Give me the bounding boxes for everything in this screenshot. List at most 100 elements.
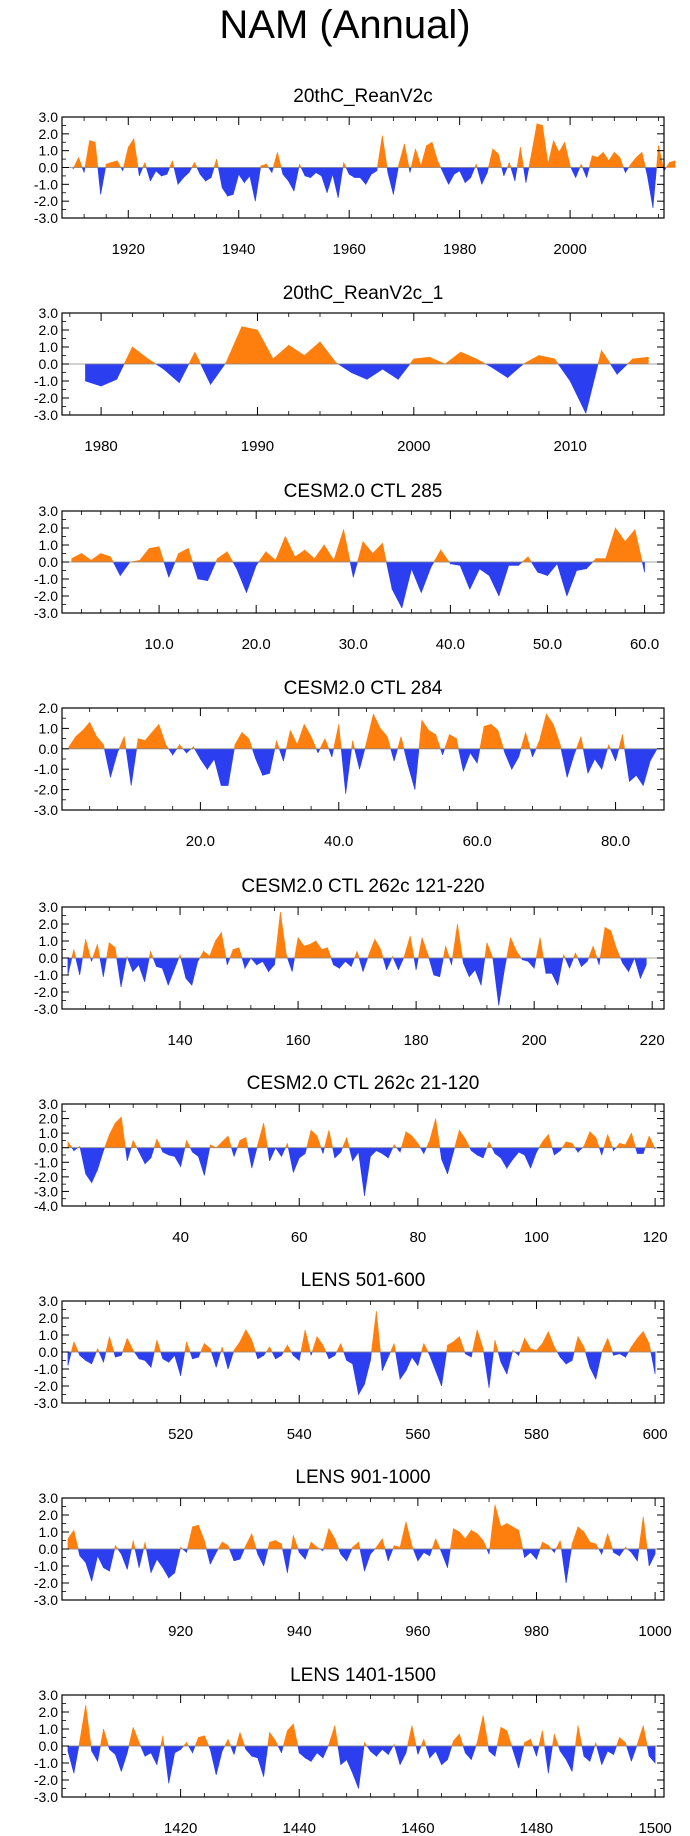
negative-area <box>251 1745 259 1759</box>
negative-area <box>274 1147 282 1158</box>
negative-area <box>127 957 134 972</box>
negative-area <box>331 748 334 758</box>
negative-area <box>251 1147 258 1169</box>
negative-area <box>138 1548 144 1568</box>
negative-area <box>470 1351 473 1358</box>
positive-area <box>204 1735 210 1747</box>
positive-area <box>311 1336 318 1353</box>
negative-area <box>469 561 480 590</box>
positive-area <box>516 147 521 168</box>
positive-area <box>153 1138 158 1149</box>
positive-area <box>328 1527 336 1550</box>
negative-area <box>464 167 472 184</box>
negative-area <box>527 957 535 970</box>
negative-area <box>293 1147 300 1173</box>
negative-area <box>596 1745 603 1765</box>
positive-area <box>153 1340 158 1353</box>
negative-area <box>453 167 460 175</box>
negative-area <box>429 1548 433 1556</box>
positive-area <box>603 1134 608 1149</box>
negative-area <box>560 748 568 778</box>
negative-area <box>145 167 151 182</box>
positive-area <box>149 546 160 563</box>
positive-area <box>613 151 621 168</box>
positive-area <box>610 930 618 959</box>
positive-area <box>542 1331 549 1353</box>
negative-area <box>304 1745 312 1762</box>
x-tick-label: 120 <box>643 1229 668 1246</box>
negative-area <box>138 1351 146 1361</box>
positive-area <box>421 719 430 750</box>
positive-area <box>323 543 335 563</box>
negative-area <box>359 167 367 186</box>
positive-area <box>538 1140 543 1149</box>
negative-area <box>334 1351 338 1356</box>
positive-area <box>555 1540 561 1550</box>
negative-area <box>340 1745 347 1766</box>
negative-area <box>196 167 201 175</box>
y-tick-label: -1.0 <box>34 373 58 389</box>
x-tick-label: 600 <box>643 1426 668 1443</box>
negative-area <box>250 957 258 966</box>
negative-area <box>227 748 235 786</box>
negative-area <box>326 167 333 193</box>
negative-area <box>255 167 261 202</box>
positive-area <box>625 1133 632 1149</box>
positive-area <box>304 1329 311 1353</box>
negative-area <box>206 1548 211 1565</box>
positive-area <box>260 163 267 168</box>
positive-area <box>299 164 302 168</box>
positive-area <box>139 547 150 563</box>
negative-area <box>530 1147 537 1169</box>
positive-area <box>92 944 98 959</box>
negative-area <box>186 1548 188 1553</box>
negative-area <box>322 1147 325 1154</box>
negative-area <box>67 957 73 976</box>
negative-area <box>550 1548 555 1554</box>
negative-area <box>221 1745 226 1752</box>
positive-area <box>539 937 544 959</box>
negative-area <box>281 1351 284 1357</box>
positive-area <box>382 543 387 563</box>
positive-area <box>546 713 554 750</box>
positive-area <box>575 952 579 959</box>
positive-area <box>71 553 82 563</box>
positive-area <box>601 1338 608 1353</box>
negative-area <box>340 1147 343 1153</box>
negative-area <box>413 957 417 970</box>
negative-area <box>393 167 399 195</box>
negative-area <box>344 957 352 968</box>
negative-area <box>556 561 568 597</box>
x-tick-label: 1920 <box>112 241 145 258</box>
negative-area <box>167 957 175 986</box>
positive-area <box>179 954 182 959</box>
negative-area <box>582 748 589 774</box>
positive-area <box>70 1341 75 1353</box>
y-tick-label: 1.0 <box>39 1524 59 1540</box>
positive-area <box>531 123 538 168</box>
negative-area <box>110 748 118 778</box>
positive-area <box>425 1140 431 1149</box>
negative-area <box>223 1351 229 1370</box>
y-tick-label: 0.0 <box>39 1738 59 1754</box>
negative-area <box>620 957 623 964</box>
negative-area <box>435 1745 442 1765</box>
positive-area <box>444 351 462 365</box>
positive-area <box>626 358 634 365</box>
positive-area <box>577 1725 583 1747</box>
positive-area <box>518 1530 524 1550</box>
positive-area <box>407 1725 413 1747</box>
positive-area <box>536 123 543 168</box>
positive-area <box>632 356 649 365</box>
negative-area <box>85 363 102 387</box>
positive-area <box>440 549 450 563</box>
y-tick-label: 2.0 <box>39 1507 59 1523</box>
negative-area <box>488 1548 490 1555</box>
positive-area <box>294 937 299 959</box>
positive-area <box>281 1543 283 1550</box>
x-tick-label: 940 <box>287 1623 312 1640</box>
positive-area <box>442 946 446 959</box>
positive-area <box>428 729 436 750</box>
positive-area <box>453 1733 460 1747</box>
positive-area <box>147 358 157 365</box>
